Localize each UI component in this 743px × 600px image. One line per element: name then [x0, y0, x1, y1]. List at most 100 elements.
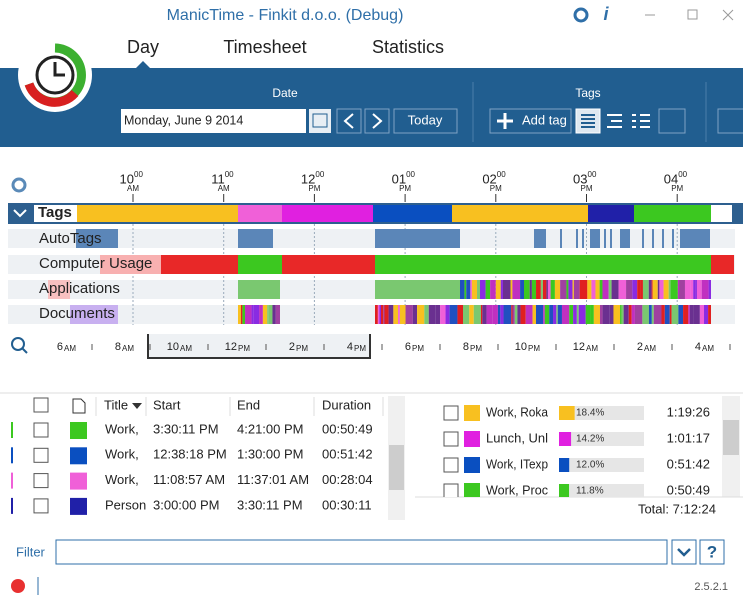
zoom-icon[interactable] [11, 337, 25, 351]
activity-segment [553, 305, 557, 324]
checkbox[interactable] [33, 447, 49, 463]
percent-label: 12.0% [576, 460, 604, 471]
timeline-settings[interactable] [11, 177, 27, 193]
zoom-label: 4 [695, 341, 701, 353]
checkbox[interactable] [33, 397, 49, 413]
filter-input[interactable] [55, 539, 668, 565]
collapse[interactable] [13, 209, 27, 218]
close[interactable] [722, 9, 734, 21]
help-button[interactable] [699, 539, 725, 565]
activity-segment [466, 280, 471, 299]
zoom-selection[interactable] [148, 334, 370, 358]
view-button[interactable] [607, 114, 622, 128]
hour-ampm: AM [218, 184, 230, 193]
checkbox[interactable] [33, 473, 49, 489]
summary-list: Work, Roka 18.4% 1:19:26 Lunch, Unl 14.2% 1:0… [443, 404, 710, 498]
activity-segment [590, 305, 594, 324]
cell: 00:30:11 [322, 497, 372, 512]
activity-segment [490, 280, 496, 299]
activity-segment [711, 205, 732, 222]
percent-track [559, 458, 644, 472]
activity-segment [457, 305, 464, 324]
column-header[interactable]: Duration [322, 397, 371, 412]
checkbox[interactable] [33, 498, 49, 514]
activity-segment [640, 280, 643, 299]
activity-segment [161, 255, 238, 274]
color-swatch [70, 472, 87, 490]
column-header[interactable]: Start [153, 397, 181, 412]
hour-label: 04 [664, 171, 678, 186]
view-button[interactable] [575, 108, 601, 134]
row-label: Applications [39, 280, 120, 297]
activity-segment [514, 305, 518, 324]
activity-segment [652, 229, 654, 248]
activity-segment [540, 280, 543, 299]
activity-segment [613, 305, 621, 324]
more-button[interactable] [717, 108, 743, 134]
activity-segment [512, 280, 521, 299]
cell: 11:08:57 AM [153, 472, 225, 487]
checkbox[interactable] [443, 457, 459, 473]
scroll-thumb[interactable] [723, 420, 739, 455]
checkbox[interactable] [443, 405, 459, 421]
calendar-button[interactable] [309, 109, 331, 133]
activity-segment [544, 305, 550, 324]
activity-segment [626, 280, 633, 299]
scroll-thumb[interactable] [389, 445, 404, 490]
activity-segment [500, 280, 503, 299]
activity-segment [556, 305, 558, 324]
prev-button[interactable] [336, 108, 362, 134]
activity-segment [524, 280, 530, 299]
add-tag-button[interactable] [489, 108, 572, 134]
hour-label: 12 [301, 171, 315, 186]
next-button[interactable] [364, 108, 390, 134]
activity-segment [272, 305, 276, 324]
filter-dropdown[interactable] [671, 539, 697, 565]
activity-segment [621, 305, 624, 324]
info-icon[interactable]: i [603, 4, 609, 24]
percent-track [559, 484, 644, 497]
activity-segment [560, 229, 562, 248]
activity-segment [440, 305, 446, 324]
cell: Work, [105, 447, 139, 462]
settings-icon[interactable] [573, 7, 589, 23]
activity-segment [502, 280, 511, 299]
help-label: ? [707, 542, 717, 561]
activity-segment [399, 305, 406, 324]
tab[interactable]: Statistics [372, 37, 444, 57]
today-button[interactable] [393, 108, 458, 134]
summary-name: Work, Roka [486, 404, 549, 419]
tab[interactable]: Timesheet [223, 37, 306, 57]
sort-icon [132, 403, 142, 409]
column-header[interactable]: End [237, 397, 260, 412]
maximize[interactable] [687, 9, 698, 20]
activity-segment [242, 305, 246, 324]
checkbox[interactable] [443, 483, 459, 498]
record-indicator[interactable] [11, 579, 25, 593]
sum-button[interactable] [658, 108, 686, 134]
activity-segment [525, 305, 533, 324]
zoom-label: 2 [289, 341, 295, 353]
summary-name: Work, ITexp [486, 456, 548, 471]
checkbox[interactable] [443, 431, 459, 447]
activity-segment [572, 280, 574, 299]
activity-segment [672, 229, 674, 248]
activity-segment [480, 280, 486, 299]
checkbox[interactable] [33, 422, 49, 438]
activity-segment [380, 305, 384, 324]
activity-segment [550, 280, 555, 299]
hour-ampm: PM [490, 184, 502, 193]
date-input[interactable] [121, 109, 306, 133]
activity-segment [460, 280, 465, 299]
zoom-label: 12 [225, 341, 237, 353]
cell: 1:30:00 PM [237, 447, 304, 462]
column-header[interactable]: Title [104, 397, 128, 412]
activity-segment [375, 280, 460, 299]
tab[interactable]: Day [127, 37, 159, 57]
view-button[interactable] [632, 114, 650, 128]
activity-segment [500, 305, 504, 324]
activity-segment [452, 205, 588, 222]
activity-segment [512, 305, 515, 324]
activity-segment [262, 305, 268, 324]
activity-segment [648, 305, 652, 324]
